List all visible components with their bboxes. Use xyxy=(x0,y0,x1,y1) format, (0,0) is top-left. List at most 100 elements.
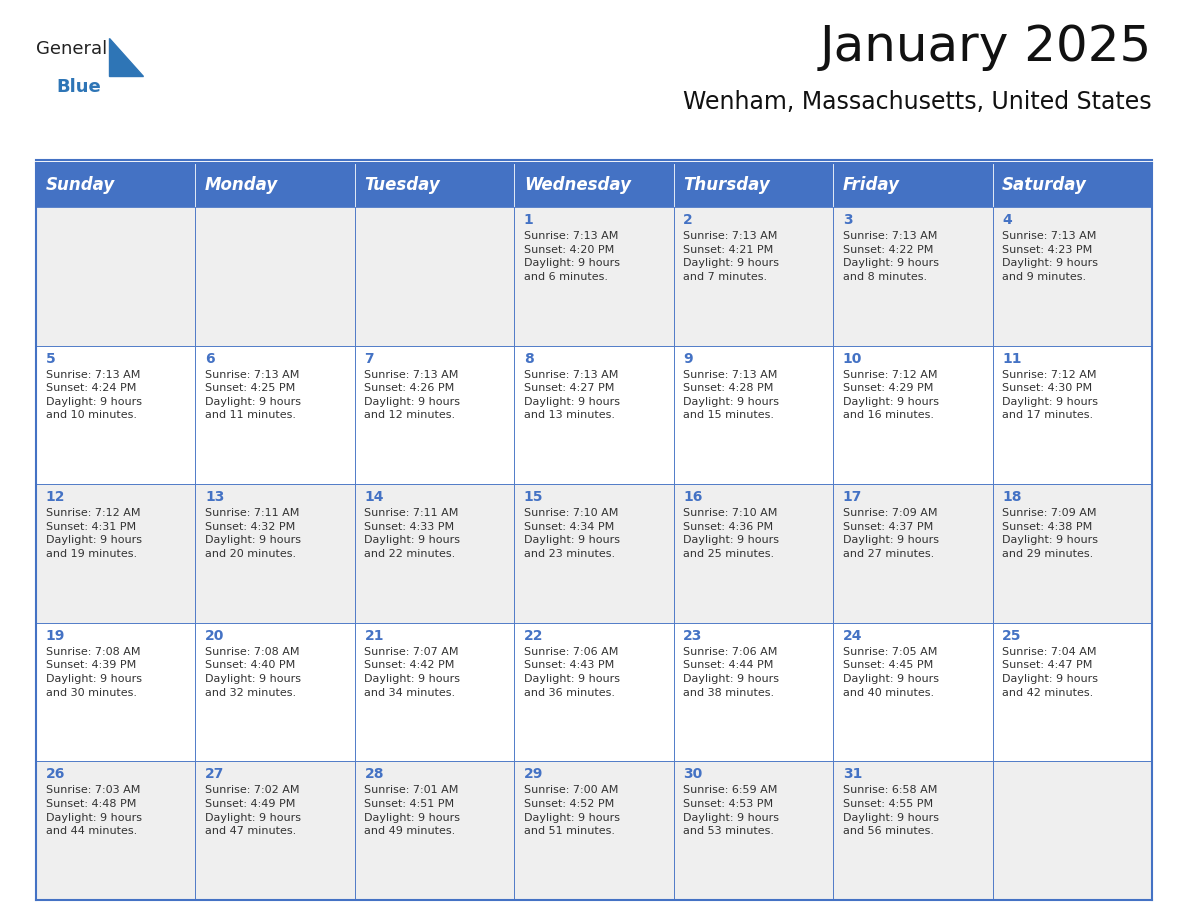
Bar xyxy=(833,345,992,484)
Text: Sunrise: 7:13 AM
Sunset: 4:20 PM
Daylight: 9 hours
and 6 minutes.: Sunrise: 7:13 AM Sunset: 4:20 PM Dayligh… xyxy=(524,231,620,282)
Bar xyxy=(992,622,1152,761)
Bar xyxy=(833,163,992,207)
Text: Sunday: Sunday xyxy=(45,176,115,194)
Bar xyxy=(196,163,355,207)
Bar xyxy=(196,761,355,900)
Text: 25: 25 xyxy=(1003,629,1022,643)
Bar xyxy=(514,622,674,761)
Text: Sunrise: 7:08 AM
Sunset: 4:39 PM
Daylight: 9 hours
and 30 minutes.: Sunrise: 7:08 AM Sunset: 4:39 PM Dayligh… xyxy=(45,647,141,698)
Bar xyxy=(196,622,355,761)
Text: Sunrise: 7:02 AM
Sunset: 4:49 PM
Daylight: 9 hours
and 47 minutes.: Sunrise: 7:02 AM Sunset: 4:49 PM Dayligh… xyxy=(206,786,301,836)
Bar xyxy=(833,761,992,900)
Text: 24: 24 xyxy=(842,629,862,643)
Text: Sunrise: 7:04 AM
Sunset: 4:47 PM
Daylight: 9 hours
and 42 minutes.: Sunrise: 7:04 AM Sunset: 4:47 PM Dayligh… xyxy=(1003,647,1098,698)
Text: 21: 21 xyxy=(365,629,384,643)
Text: General: General xyxy=(36,40,107,58)
Text: 2: 2 xyxy=(683,213,693,227)
Text: Sunrise: 7:05 AM
Sunset: 4:45 PM
Daylight: 9 hours
and 40 minutes.: Sunrise: 7:05 AM Sunset: 4:45 PM Dayligh… xyxy=(842,647,939,698)
Text: Sunrise: 7:06 AM
Sunset: 4:43 PM
Daylight: 9 hours
and 36 minutes.: Sunrise: 7:06 AM Sunset: 4:43 PM Dayligh… xyxy=(524,647,620,698)
Text: Sunrise: 7:09 AM
Sunset: 4:38 PM
Daylight: 9 hours
and 29 minutes.: Sunrise: 7:09 AM Sunset: 4:38 PM Dayligh… xyxy=(1003,509,1098,559)
Bar xyxy=(196,207,355,345)
Bar xyxy=(992,484,1152,622)
Text: 16: 16 xyxy=(683,490,702,504)
Text: Sunrise: 7:13 AM
Sunset: 4:25 PM
Daylight: 9 hours
and 11 minutes.: Sunrise: 7:13 AM Sunset: 4:25 PM Dayligh… xyxy=(206,370,301,420)
Text: Wednesday: Wednesday xyxy=(524,176,631,194)
Bar xyxy=(833,484,992,622)
Text: 3: 3 xyxy=(842,213,852,227)
Text: Sunrise: 7:11 AM
Sunset: 4:32 PM
Daylight: 9 hours
and 20 minutes.: Sunrise: 7:11 AM Sunset: 4:32 PM Dayligh… xyxy=(206,509,301,559)
Text: 13: 13 xyxy=(206,490,225,504)
Text: 22: 22 xyxy=(524,629,543,643)
Text: 26: 26 xyxy=(45,767,65,781)
Text: Sunrise: 7:00 AM
Sunset: 4:52 PM
Daylight: 9 hours
and 51 minutes.: Sunrise: 7:00 AM Sunset: 4:52 PM Dayligh… xyxy=(524,786,620,836)
Bar xyxy=(992,207,1152,345)
Bar xyxy=(674,484,833,622)
Bar xyxy=(355,163,514,207)
Bar xyxy=(674,207,833,345)
Bar xyxy=(196,345,355,484)
Bar xyxy=(514,761,674,900)
Text: 10: 10 xyxy=(842,352,862,365)
Text: Sunrise: 7:13 AM
Sunset: 4:23 PM
Daylight: 9 hours
and 9 minutes.: Sunrise: 7:13 AM Sunset: 4:23 PM Dayligh… xyxy=(1003,231,1098,282)
Text: 19: 19 xyxy=(45,629,65,643)
Text: 23: 23 xyxy=(683,629,702,643)
Text: 29: 29 xyxy=(524,767,543,781)
Text: Sunrise: 7:03 AM
Sunset: 4:48 PM
Daylight: 9 hours
and 44 minutes.: Sunrise: 7:03 AM Sunset: 4:48 PM Dayligh… xyxy=(45,786,141,836)
Text: Sunrise: 7:13 AM
Sunset: 4:24 PM
Daylight: 9 hours
and 10 minutes.: Sunrise: 7:13 AM Sunset: 4:24 PM Dayligh… xyxy=(45,370,141,420)
Text: 8: 8 xyxy=(524,352,533,365)
Text: Saturday: Saturday xyxy=(1003,176,1087,194)
Text: 20: 20 xyxy=(206,629,225,643)
Text: Sunrise: 7:06 AM
Sunset: 4:44 PM
Daylight: 9 hours
and 38 minutes.: Sunrise: 7:06 AM Sunset: 4:44 PM Dayligh… xyxy=(683,647,779,698)
Bar xyxy=(36,484,196,622)
Text: Sunrise: 7:10 AM
Sunset: 4:36 PM
Daylight: 9 hours
and 25 minutes.: Sunrise: 7:10 AM Sunset: 4:36 PM Dayligh… xyxy=(683,509,779,559)
Text: 15: 15 xyxy=(524,490,543,504)
Bar xyxy=(833,622,992,761)
Text: 7: 7 xyxy=(365,352,374,365)
Bar xyxy=(514,345,674,484)
Text: 18: 18 xyxy=(1003,490,1022,504)
Bar xyxy=(355,207,514,345)
Text: 12: 12 xyxy=(45,490,65,504)
Text: 31: 31 xyxy=(842,767,862,781)
Text: 14: 14 xyxy=(365,490,384,504)
Text: Sunrise: 7:13 AM
Sunset: 4:27 PM
Daylight: 9 hours
and 13 minutes.: Sunrise: 7:13 AM Sunset: 4:27 PM Dayligh… xyxy=(524,370,620,420)
Text: Sunrise: 7:10 AM
Sunset: 4:34 PM
Daylight: 9 hours
and 23 minutes.: Sunrise: 7:10 AM Sunset: 4:34 PM Dayligh… xyxy=(524,509,620,559)
Bar xyxy=(36,345,196,484)
Bar xyxy=(992,761,1152,900)
Text: 6: 6 xyxy=(206,352,215,365)
Bar xyxy=(514,163,674,207)
Text: Thursday: Thursday xyxy=(683,176,770,194)
Text: 30: 30 xyxy=(683,767,702,781)
Bar xyxy=(992,163,1152,207)
Text: 17: 17 xyxy=(842,490,862,504)
Text: Sunrise: 7:01 AM
Sunset: 4:51 PM
Daylight: 9 hours
and 49 minutes.: Sunrise: 7:01 AM Sunset: 4:51 PM Dayligh… xyxy=(365,786,461,836)
Text: January 2025: January 2025 xyxy=(820,23,1152,71)
Text: 9: 9 xyxy=(683,352,693,365)
Text: Sunrise: 7:07 AM
Sunset: 4:42 PM
Daylight: 9 hours
and 34 minutes.: Sunrise: 7:07 AM Sunset: 4:42 PM Dayligh… xyxy=(365,647,461,698)
Bar xyxy=(514,484,674,622)
Text: Tuesday: Tuesday xyxy=(365,176,441,194)
Text: 28: 28 xyxy=(365,767,384,781)
Text: Monday: Monday xyxy=(206,176,278,194)
Text: Sunrise: 7:13 AM
Sunset: 4:21 PM
Daylight: 9 hours
and 7 minutes.: Sunrise: 7:13 AM Sunset: 4:21 PM Dayligh… xyxy=(683,231,779,282)
Bar xyxy=(196,484,355,622)
Text: 5: 5 xyxy=(45,352,56,365)
Polygon shape xyxy=(109,38,143,76)
Bar xyxy=(36,761,196,900)
Text: 4: 4 xyxy=(1003,213,1012,227)
Text: Sunrise: 7:12 AM
Sunset: 4:29 PM
Daylight: 9 hours
and 16 minutes.: Sunrise: 7:12 AM Sunset: 4:29 PM Dayligh… xyxy=(842,370,939,420)
Bar xyxy=(674,345,833,484)
Bar xyxy=(674,163,833,207)
Text: Sunrise: 7:13 AM
Sunset: 4:22 PM
Daylight: 9 hours
and 8 minutes.: Sunrise: 7:13 AM Sunset: 4:22 PM Dayligh… xyxy=(842,231,939,282)
Text: Sunrise: 7:08 AM
Sunset: 4:40 PM
Daylight: 9 hours
and 32 minutes.: Sunrise: 7:08 AM Sunset: 4:40 PM Dayligh… xyxy=(206,647,301,698)
Bar xyxy=(36,207,196,345)
Text: Friday: Friday xyxy=(842,176,899,194)
Text: 11: 11 xyxy=(1003,352,1022,365)
Text: Sunrise: 7:09 AM
Sunset: 4:37 PM
Daylight: 9 hours
and 27 minutes.: Sunrise: 7:09 AM Sunset: 4:37 PM Dayligh… xyxy=(842,509,939,559)
Text: Sunrise: 7:13 AM
Sunset: 4:28 PM
Daylight: 9 hours
and 15 minutes.: Sunrise: 7:13 AM Sunset: 4:28 PM Dayligh… xyxy=(683,370,779,420)
Bar xyxy=(36,622,196,761)
Text: Sunrise: 6:58 AM
Sunset: 4:55 PM
Daylight: 9 hours
and 56 minutes.: Sunrise: 6:58 AM Sunset: 4:55 PM Dayligh… xyxy=(842,786,939,836)
Bar xyxy=(355,345,514,484)
Bar xyxy=(355,484,514,622)
Text: Sunrise: 7:11 AM
Sunset: 4:33 PM
Daylight: 9 hours
and 22 minutes.: Sunrise: 7:11 AM Sunset: 4:33 PM Dayligh… xyxy=(365,509,461,559)
